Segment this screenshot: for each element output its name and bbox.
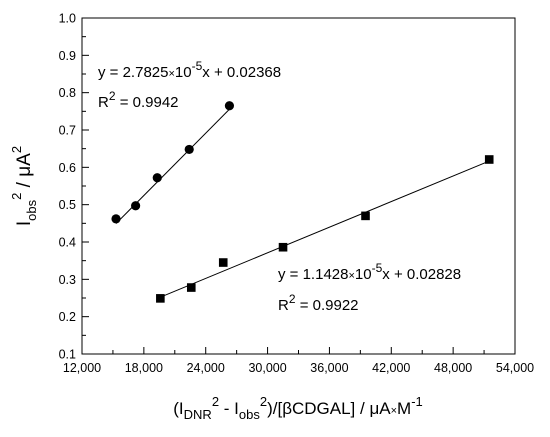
x-axis-label: (IDNR2 - Iobs2)/[βCDGAL] / μA×M-1 (173, 394, 423, 422)
x-tick-label: 42,000 (372, 361, 410, 375)
y-tick-label: 0.2 (59, 310, 76, 324)
series-2-point (218, 258, 228, 267)
series-1-point (111, 214, 121, 224)
data-markers (111, 101, 494, 303)
y-axis-label: Iobs2 / μA2 (9, 146, 39, 226)
series-1-point (152, 173, 162, 183)
y-tick-label: 0.9 (59, 49, 76, 63)
x-tick-label: 24,000 (187, 361, 225, 375)
x-tick-label: 36,000 (310, 361, 348, 375)
x-tick-label: 18,000 (125, 361, 163, 375)
x-tick-label: 48,000 (434, 361, 472, 375)
series-1-equation: y = 2.7825×10-5x + 0.02368 (98, 59, 281, 81)
y-tick-label: 1.0 (59, 12, 76, 26)
y-tick-label: 0.5 (59, 198, 76, 212)
y-tick-label: 0.8 (59, 86, 76, 100)
y-tick-label: 0.6 (59, 161, 76, 175)
series-2-r2: R2 = 0.9922 (278, 292, 359, 314)
tick-group: 12,000 18,000 24,000 30,000 36,000 42,000 48,0… (59, 12, 535, 376)
fit-line-series-2 (160, 160, 490, 298)
series-1-point (224, 101, 235, 111)
y-tick-label: 0.3 (59, 273, 76, 287)
y-axis-label-group: Iobs2 / μA2 (9, 146, 39, 226)
series-1-point (184, 144, 194, 155)
series-2-point (484, 155, 494, 164)
x-tick-label: 12,000 (63, 361, 101, 375)
y-tick-label: 0.4 (59, 236, 76, 250)
series-2-point (186, 283, 196, 292)
y-tick-label: 0.1 (59, 348, 76, 362)
series-1-point (131, 201, 141, 211)
series-2-point (156, 294, 165, 303)
series-2-point (278, 242, 288, 252)
y-tick-label: 0.7 (59, 124, 76, 138)
series-2-point (361, 211, 370, 221)
x-tick-label: 54,000 (496, 361, 534, 375)
x-tick-label: 30,000 (248, 361, 286, 375)
series-1-r2: R2 = 0.9942 (98, 89, 179, 111)
series-2-equation: y = 1.1428×10-5x + 0.02828 (278, 261, 461, 283)
